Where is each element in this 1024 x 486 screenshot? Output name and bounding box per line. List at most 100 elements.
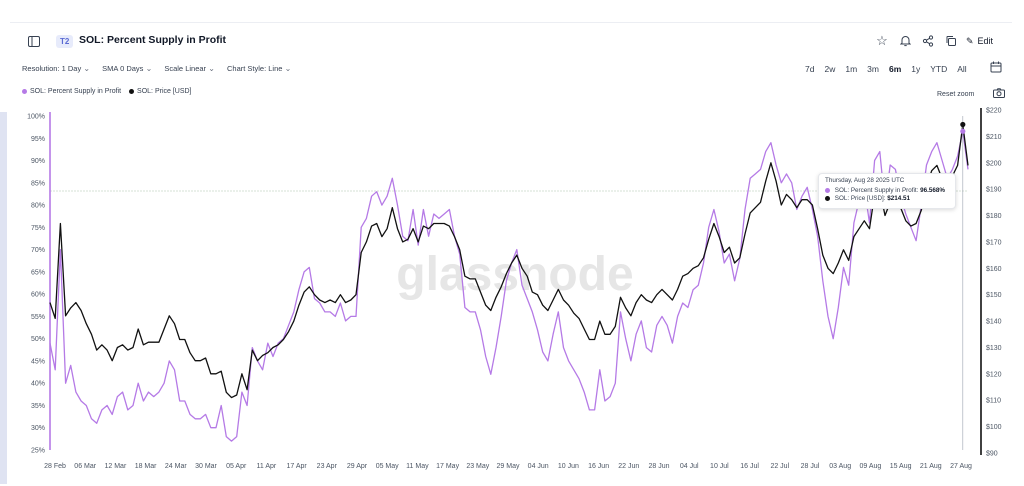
- copy-icon[interactable]: [940, 30, 962, 52]
- y-right-tick-label: $100: [986, 424, 1002, 431]
- x-tick-label: 28 Jun: [648, 463, 669, 470]
- legend-dot-price: [129, 88, 135, 94]
- y-left-tick-label: 40%: [31, 381, 45, 388]
- y-right-tick-label: $220: [986, 108, 1002, 115]
- x-tick-label: 10 Jul: [710, 463, 729, 470]
- resolution-dropdown[interactable]: Resolution: 1 Day: [22, 64, 90, 78]
- range-1m[interactable]: 1m: [845, 64, 858, 74]
- range-3m[interactable]: 3m: [867, 64, 879, 74]
- x-tick-label: 21 Aug: [920, 463, 942, 470]
- hover-tooltip: Thursday, Aug 28 2025 UTC SOL: Percent S…: [818, 173, 956, 209]
- x-tick-label: 12 Mar: [105, 463, 127, 470]
- y-left-tick-label: 75%: [31, 225, 45, 232]
- range-all[interactable]: All: [957, 64, 967, 74]
- x-tick-label: 16 Jun: [588, 463, 609, 470]
- y-right-tick-label: $130: [986, 345, 1002, 352]
- star-icon[interactable]: ☆: [876, 33, 888, 48]
- y-left-tick-label: 60%: [31, 292, 45, 299]
- y-left-tick-label: 85%: [31, 180, 45, 187]
- y-left-tick-label: 30%: [31, 425, 45, 432]
- scale-dropdown[interactable]: Scale Linear: [164, 64, 215, 78]
- x-tick-label: 16 Jul: [740, 463, 759, 470]
- y-left-tick-label: 95%: [31, 136, 45, 143]
- tooltip-price-value: $214.51: [887, 195, 911, 202]
- legend-label-price: SOL: Price [USD]: [137, 88, 192, 95]
- x-tick-label: 03 Aug: [829, 463, 851, 470]
- tooltip-date: Thursday, Aug 28 2025 UTC: [825, 177, 905, 184]
- x-tick-label: 24 Mar: [165, 463, 187, 470]
- x-tick-label: 05 Apr: [226, 463, 247, 470]
- y-right-tick-label: $120: [986, 371, 1002, 378]
- x-tick-label: 11 May: [406, 463, 429, 470]
- hover-point-supply: [960, 128, 966, 134]
- x-tick-label: 28 Feb: [44, 463, 66, 470]
- y-left-tick-label: 25%: [31, 448, 45, 455]
- legend-dot-supply: [22, 88, 27, 94]
- chart-style-dropdown[interactable]: Chart Style: Line: [227, 64, 291, 78]
- y-right-tick-label: $170: [986, 239, 1002, 246]
- time-range-selector: 7d 2w 1m 3m 6m 1y YTD All: [800, 61, 972, 77]
- sma-dropdown[interactable]: SMA 0 Days: [102, 64, 152, 78]
- left-accent-strip: [0, 112, 7, 484]
- reset-zoom-button[interactable]: Reset zoom: [937, 91, 975, 98]
- range-ytd[interactable]: YTD: [930, 64, 948, 74]
- x-tick-label: 29 Apr: [347, 463, 368, 470]
- x-tick-label: 22 Jul: [770, 463, 789, 470]
- y-right-tick-label: $190: [986, 187, 1002, 194]
- y-right-tick-label: $110: [986, 398, 1001, 405]
- sidebar-toggle-icon[interactable]: [23, 30, 45, 52]
- chart-legend: SOL: Percent Supply in Profit SOL: Price…: [22, 88, 192, 95]
- chart-controls: Resolution: 1 Day SMA 0 Days Scale Linea…: [22, 64, 291, 78]
- legend-label-supply: SOL: Percent Supply in Profit: [30, 88, 122, 95]
- x-tick-label: 17 Apr: [286, 463, 307, 470]
- y-right-tick-label: $180: [986, 213, 1002, 220]
- tooltip-price-label: SOL: Price [USD]:: [834, 195, 886, 202]
- legend-item-supply[interactable]: SOL: Percent Supply in Profit: [22, 88, 121, 95]
- range-7d[interactable]: 7d: [805, 64, 815, 74]
- y-left-tick-label: 70%: [31, 247, 45, 254]
- x-tick-label: 10 Jun: [558, 463, 579, 470]
- x-tick-label: 04 Jun: [528, 463, 549, 470]
- x-tick-label: 11 Apr: [257, 463, 277, 470]
- edit-label: Edit: [977, 36, 994, 46]
- hover-point-price: [960, 121, 966, 128]
- camera-icon[interactable]: [993, 88, 1005, 100]
- y-left-tick-label: 90%: [31, 158, 45, 165]
- tooltip-row-supply: SOL: Percent Supply in Profit: 96.568%: [825, 187, 949, 194]
- edit-button[interactable]: ✎ Edit: [966, 30, 1010, 52]
- y-left-tick-label: 50%: [31, 336, 45, 343]
- page-title: SOL: Percent Supply in Profit: [79, 34, 227, 46]
- x-tick-label: 27 Aug: [950, 463, 972, 470]
- series-line-supply: [49, 130, 969, 442]
- bell-icon[interactable]: [894, 30, 916, 52]
- series-line-price: [49, 123, 969, 399]
- x-tick-label: 23 Apr: [317, 463, 338, 470]
- y-right-tick-label: $160: [986, 266, 1002, 273]
- x-tick-label: 28 Jul: [801, 463, 820, 470]
- calendar-icon[interactable]: [990, 61, 1002, 76]
- y-right-tick-label: $150: [986, 292, 1002, 299]
- x-tick-label: 22 Jun: [618, 463, 639, 470]
- range-2w[interactable]: 2w: [824, 64, 836, 74]
- tooltip-dot-price: [825, 195, 830, 201]
- x-tick-label: 23 May: [466, 463, 489, 470]
- x-tick-label: 17 May: [436, 463, 459, 470]
- x-tick-label: 29 May: [497, 463, 520, 470]
- x-tick-label: 30 Mar: [195, 463, 217, 470]
- tooltip-dot-supply: [825, 187, 830, 193]
- pencil-icon: ✎: [966, 35, 974, 46]
- range-6m[interactable]: 6m: [888, 64, 902, 74]
- y-left-tick-label: 35%: [31, 403, 45, 410]
- y-left-tick-label: 80%: [31, 203, 45, 210]
- y-left-tick-label: 65%: [31, 269, 45, 276]
- y-left-tick-label: 100%: [27, 114, 45, 121]
- tier-badge: T2: [56, 35, 74, 48]
- y-left-tick-label: 45%: [31, 358, 45, 365]
- x-tick-label: 04 Jul: [680, 463, 699, 470]
- range-1y[interactable]: 1y: [911, 64, 921, 74]
- share-icon[interactable]: [917, 30, 939, 52]
- tooltip-supply-label: SOL: Percent Supply in Profit:: [834, 187, 919, 194]
- legend-item-price[interactable]: SOL: Price [USD]: [129, 88, 192, 95]
- x-tick-label: 05 May: [376, 463, 399, 470]
